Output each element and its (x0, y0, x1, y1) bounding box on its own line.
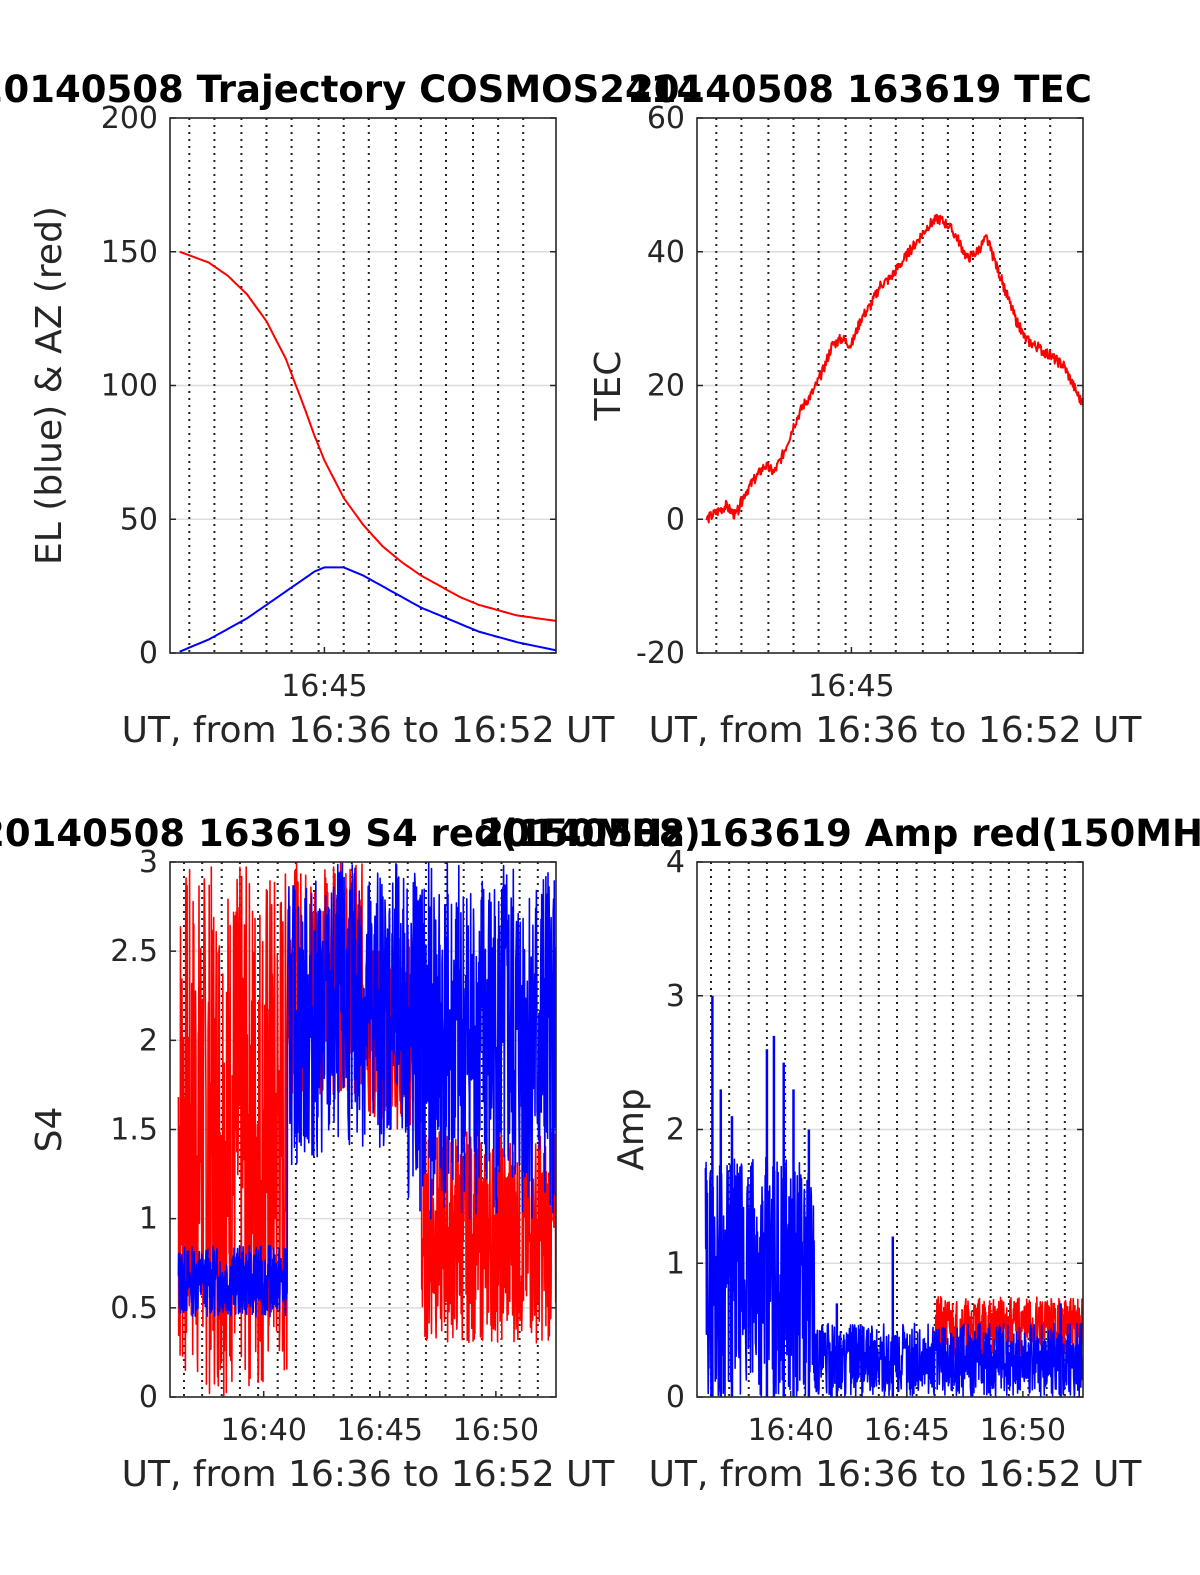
y-tick-label: 0 (139, 636, 158, 671)
y-tick-label: 2 (666, 1113, 685, 1148)
y-tick-label: 50 (120, 502, 158, 537)
series-line-blue (704, 1156, 1083, 1397)
y-tick-label: 100 (101, 369, 158, 404)
y-tick-label: 60 (647, 101, 685, 136)
chart-title: 20140508 163619 Amp red(150MHz) (479, 812, 1200, 855)
y-tick-label: 2 (139, 1023, 158, 1058)
y-tick-label: 1 (666, 1246, 685, 1281)
plot-frame (169, 861, 557, 1398)
y-tick-label: 3 (139, 845, 158, 880)
y-axis-label: S4 (29, 1107, 70, 1153)
chart-title: 20140508 163619 TEC (628, 68, 1092, 111)
y-tick-label: 1.5 (110, 1113, 158, 1148)
y-tick-label: 20 (647, 369, 685, 404)
y-tick-label: 200 (101, 101, 158, 136)
x-tick-label: 16:45 (864, 1413, 950, 1448)
y-tick-label: 0 (666, 1380, 685, 1415)
data-layer (177, 862, 556, 1397)
x-tick-label: 16:45 (808, 669, 894, 704)
plot-frame (696, 861, 1084, 1398)
data-layer (179, 250, 556, 653)
x-tick-label: 16:50 (980, 1413, 1066, 1448)
y-tick-label: 3 (666, 979, 685, 1014)
series-line-blue (177, 862, 556, 1318)
x-tick-label: 16:40 (747, 1413, 833, 1448)
chart-title: 20140508 163619 S4 red(150MHz) (0, 812, 701, 855)
y-tick-label: 4 (666, 845, 685, 880)
y-tick-label: 0.5 (110, 1291, 158, 1326)
x-axis-label: UT, from 16:36 to 16:52 UT (122, 710, 616, 751)
tec-panel: -20 0 20 40 60 16:45 UT, from 16:36 to 16:52 U… (588, 68, 1142, 751)
y-tick-label: -20 (636, 636, 685, 671)
x-tick-label: 16:50 (453, 1413, 539, 1448)
x-axis-label: UT, from 16:36 to 16:52 UT (122, 1454, 616, 1495)
x-tick-label: 16:40 (220, 1413, 306, 1448)
y-axis-label: EL (blue) & AZ (red) (29, 206, 70, 565)
y-axis-label: Amp (611, 1088, 652, 1171)
s4-panel: 0 0.5 1 1.5 2 2.5 3 16:40 16:45 16:50 UT, from 16:… (0, 812, 701, 1495)
series-line-red (934, 1296, 1083, 1358)
amp-panel: 0 1 2 3 4 16:40 16:45 16:50 UT, from 16:36 to 16… (479, 812, 1200, 1495)
x-tick-label: 16:45 (281, 669, 367, 704)
x-tick-label: 16:45 (337, 1413, 423, 1448)
y-tick-label: 2.5 (110, 934, 158, 969)
y-tick-label: 0 (139, 1380, 158, 1415)
y-tick-label: 150 (101, 235, 158, 270)
data-layer (705, 213, 1083, 524)
y-axis-label: TEC (588, 351, 629, 422)
x-axis-label: UT, from 16:36 to 16:52 UT (649, 710, 1143, 751)
series-line-red (179, 250, 556, 622)
y-tick-label: 0 (666, 502, 685, 537)
chart-title: 20140508 Trajectory COSMOS2414 (0, 68, 702, 111)
plot-frame (169, 117, 557, 654)
data-layer (704, 995, 1083, 1397)
plot-frame (696, 117, 1084, 654)
series-line-blue (179, 566, 556, 653)
y-tick-label: 1 (139, 1202, 158, 1237)
x-axis-label: UT, from 16:36 to 16:52 UT (649, 1454, 1143, 1495)
series-line-red (705, 213, 1083, 524)
y-tick-label: 40 (647, 235, 685, 270)
